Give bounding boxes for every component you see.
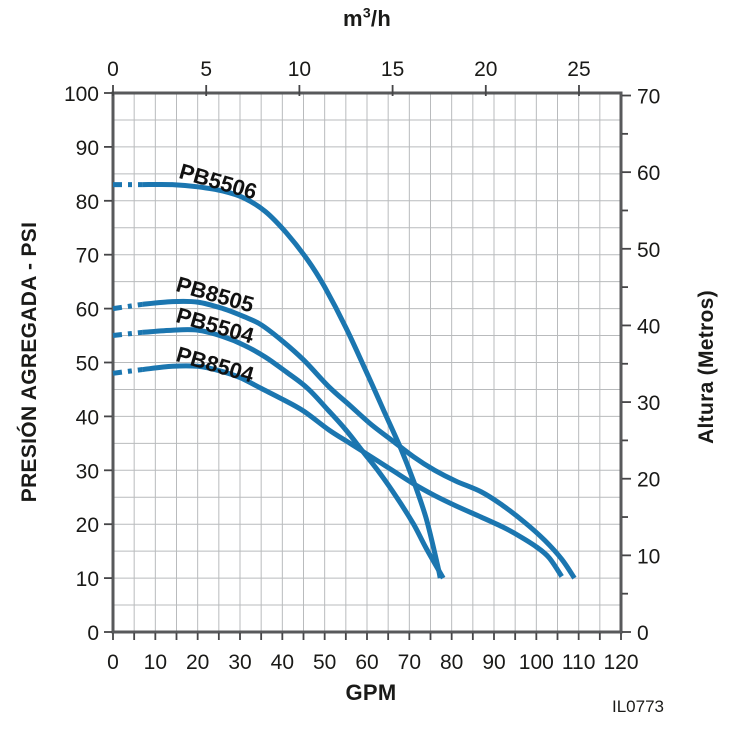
x-bottom-tick-label: 20 bbox=[186, 651, 209, 674]
y-right-tick-label: 50 bbox=[637, 239, 660, 262]
top-axis-title: m3/h bbox=[343, 6, 391, 32]
x-top-tick-label: 20 bbox=[474, 58, 497, 81]
curve-pb5504 bbox=[142, 327, 446, 580]
x-bottom-tick-label: 90 bbox=[482, 651, 505, 674]
y-left-tick-label: 0 bbox=[87, 622, 99, 645]
y-left-tick-label: 70 bbox=[76, 245, 99, 268]
y-left-tick-label: 90 bbox=[76, 137, 99, 160]
pump-curves bbox=[112, 181, 577, 580]
x-bottom-tick-label: 60 bbox=[355, 651, 378, 674]
x-axis-bottom-ticks: 0 10 20 30 40 50 60 70 80 90 100 110 120 bbox=[107, 633, 639, 674]
x-bottom-tick-label: 120 bbox=[603, 651, 638, 674]
y-right-tick-label: 10 bbox=[637, 545, 660, 568]
curve-dashed-start-pb5504 bbox=[112, 329, 143, 338]
x-bottom-tick-label: 0 bbox=[107, 651, 119, 674]
top-axis-title-base: m bbox=[342, 6, 363, 31]
curve-pb5506 bbox=[142, 181, 443, 579]
x-top-tick-label: 0 bbox=[107, 58, 119, 81]
x-top-tick-label: 15 bbox=[381, 58, 404, 81]
x-bottom-tick-label: 110 bbox=[562, 651, 595, 674]
x-bottom-tick-label: 10 bbox=[144, 651, 167, 674]
y-right-tick-label: 70 bbox=[637, 86, 660, 109]
bottom-axis-title: GPM bbox=[345, 680, 397, 705]
x-top-tick-label: 25 bbox=[567, 58, 590, 81]
x-top-tick-label: 5 bbox=[200, 58, 212, 81]
y-left-tick-label: 100 bbox=[64, 83, 99, 106]
top-axis-title-rest: /h bbox=[370, 6, 392, 31]
plot-frame bbox=[111, 91, 623, 634]
y-left-tick-label: 10 bbox=[76, 568, 99, 591]
y-axis-right-ticks: 0 10 20 30 40 50 60 70 bbox=[622, 86, 660, 645]
right-axis-title: Altura (Metros) bbox=[695, 290, 718, 444]
curve-dashed-start-pb8505 bbox=[112, 301, 143, 312]
x-top-tick-label: 10 bbox=[288, 58, 311, 81]
x-bottom-tick-label: 70 bbox=[398, 651, 421, 674]
curve-pb8504 bbox=[142, 363, 564, 578]
left-axis-title: PRESIÓN AGREGADA - PSI bbox=[18, 221, 41, 503]
gridlines bbox=[113, 93, 621, 632]
x-bottom-tick-label: 50 bbox=[313, 651, 336, 674]
y-left-tick-label: 30 bbox=[76, 460, 99, 483]
figure-code: IL0773 bbox=[612, 697, 664, 716]
y-right-tick-label: 20 bbox=[637, 469, 660, 492]
x-axis-top-ticks: 0 5 10 15 20 25 bbox=[107, 58, 591, 96]
y-right-tick-label: 0 bbox=[637, 622, 649, 645]
curve-dashed-start-pb8504 bbox=[112, 367, 143, 376]
curve-pb8505 bbox=[142, 298, 577, 580]
top-axis-title-sup: 3 bbox=[362, 4, 371, 21]
y-right-tick-label: 60 bbox=[637, 162, 660, 185]
x-bottom-tick-label: 80 bbox=[440, 651, 463, 674]
y-right-tick-label: 30 bbox=[637, 392, 660, 415]
y-left-tick-label: 60 bbox=[76, 299, 99, 322]
y-left-tick-label: 80 bbox=[76, 191, 99, 214]
y-axis-left-ticks: 0 10 20 30 40 50 60 70 80 90 100 bbox=[64, 83, 112, 645]
x-bottom-tick-label: 30 bbox=[228, 651, 251, 674]
y-left-tick-label: 50 bbox=[76, 353, 99, 376]
x-bottom-tick-label: 40 bbox=[271, 651, 294, 674]
y-left-tick-label: 40 bbox=[76, 406, 99, 429]
y-left-tick-label: 20 bbox=[76, 514, 99, 537]
y-right-tick-label: 40 bbox=[637, 315, 660, 338]
x-bottom-tick-label: 100 bbox=[519, 651, 554, 674]
